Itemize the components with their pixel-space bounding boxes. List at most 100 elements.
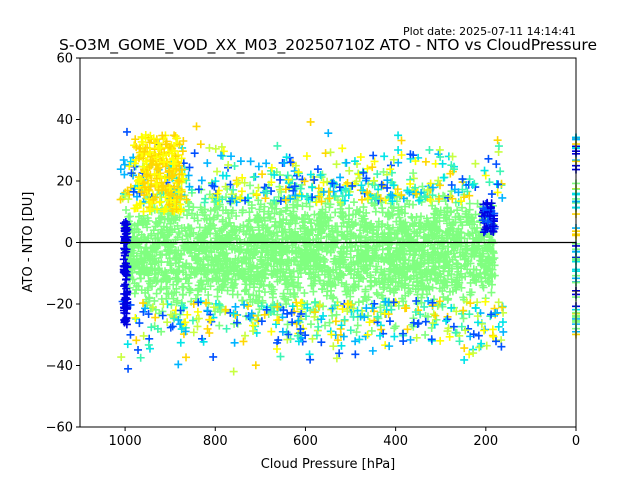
data-point — [283, 171, 292, 180]
data-point — [246, 313, 255, 322]
data-point — [374, 257, 383, 266]
data-point — [157, 295, 166, 304]
data-point — [238, 173, 247, 182]
data-point — [385, 284, 394, 293]
data-point — [315, 276, 324, 285]
data-point — [451, 218, 460, 227]
data-point — [391, 285, 400, 294]
data-point — [463, 187, 472, 196]
data-point — [488, 247, 497, 256]
data-point — [390, 230, 399, 239]
data-point — [184, 279, 193, 288]
data-point — [309, 287, 318, 296]
data-point — [250, 250, 259, 259]
data-point — [477, 319, 486, 328]
data-point — [330, 274, 339, 283]
data-point — [218, 171, 227, 180]
data-point — [308, 334, 317, 343]
data-point — [418, 243, 427, 252]
data-point — [438, 159, 447, 168]
data-point — [120, 262, 129, 271]
data-point — [260, 266, 269, 275]
data-point — [401, 291, 410, 300]
data-point — [152, 179, 161, 188]
data-point — [397, 151, 406, 160]
data-point — [308, 183, 317, 192]
data-point — [339, 218, 348, 227]
data-point — [429, 310, 438, 319]
data-point — [441, 277, 450, 286]
data-point — [362, 174, 371, 183]
data-point — [242, 285, 251, 294]
data-point — [497, 342, 506, 351]
data-point — [219, 147, 228, 156]
data-point — [364, 243, 373, 252]
data-point — [431, 311, 440, 320]
data-point — [412, 261, 421, 270]
data-point — [326, 213, 335, 222]
data-point — [200, 246, 209, 255]
data-point — [452, 307, 461, 316]
data-point — [157, 212, 166, 221]
data-point — [277, 265, 286, 274]
data-point — [134, 228, 143, 237]
data-point — [436, 336, 445, 345]
data-point — [357, 262, 366, 271]
data-point — [130, 279, 139, 288]
data-point — [351, 232, 360, 241]
data-point — [175, 161, 184, 170]
data-point — [283, 248, 291, 257]
data-point — [152, 153, 161, 162]
data-point — [273, 302, 282, 311]
data-point — [376, 194, 385, 203]
data-point — [133, 219, 142, 228]
data-point — [368, 163, 377, 172]
data-point — [144, 293, 153, 302]
data-point — [208, 275, 217, 284]
data-point — [354, 298, 363, 307]
data-point — [361, 287, 370, 296]
data-point — [252, 190, 261, 199]
data-point — [387, 228, 396, 237]
data-point — [320, 281, 329, 290]
data-point — [174, 360, 183, 369]
data-point — [158, 311, 167, 320]
data-point — [472, 277, 481, 286]
data-point — [466, 259, 475, 268]
data-point — [461, 261, 470, 270]
data-point — [168, 147, 177, 156]
data-point — [346, 234, 355, 243]
data-point — [301, 331, 310, 340]
data-point — [241, 331, 250, 340]
data-point — [232, 318, 241, 327]
data-point — [141, 288, 150, 297]
data-point — [386, 190, 395, 199]
data-point — [297, 191, 306, 200]
data-point — [349, 274, 358, 283]
data-point — [303, 234, 312, 243]
data-point — [405, 246, 414, 255]
data-point — [221, 206, 230, 215]
data-point — [404, 225, 413, 234]
data-point — [122, 284, 131, 293]
data-point — [443, 207, 452, 216]
data-point — [173, 296, 182, 305]
data-point — [255, 280, 264, 289]
data-point — [442, 227, 451, 236]
data-point — [296, 269, 305, 278]
data-point — [149, 242, 158, 251]
data-point — [438, 286, 447, 295]
data-point — [341, 186, 350, 195]
data-point — [178, 147, 187, 156]
data-point — [387, 168, 396, 177]
data-point — [478, 216, 487, 225]
data-point — [141, 304, 150, 313]
data-point — [327, 330, 336, 339]
data-point — [255, 233, 264, 242]
data-point — [374, 217, 383, 226]
data-point — [200, 205, 209, 214]
data-point — [457, 322, 466, 331]
data-point — [273, 141, 282, 150]
data-point — [496, 167, 505, 176]
data-point — [345, 267, 354, 276]
